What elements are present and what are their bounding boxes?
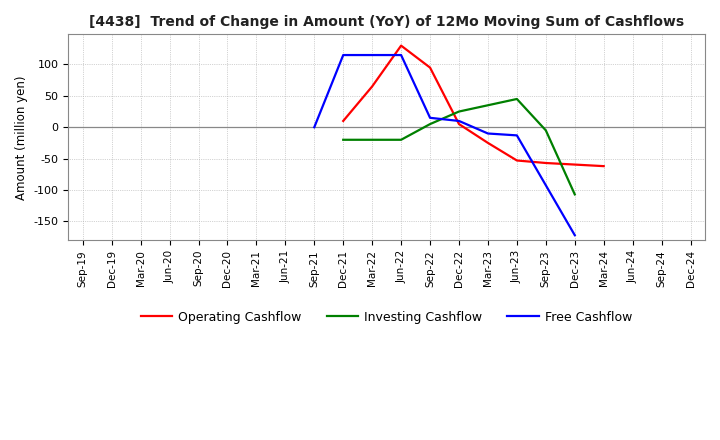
Free Cashflow bbox=[570, 233, 579, 238]
Line: Investing Cashflow: Investing Cashflow bbox=[343, 99, 575, 194]
Operating Cashflow bbox=[368, 84, 377, 89]
Investing Cashflow bbox=[513, 96, 521, 102]
Line: Operating Cashflow: Operating Cashflow bbox=[343, 46, 603, 166]
Free Cashflow bbox=[310, 125, 319, 130]
Line: Free Cashflow: Free Cashflow bbox=[315, 55, 575, 235]
Free Cashflow bbox=[484, 131, 492, 136]
Investing Cashflow bbox=[570, 192, 579, 197]
Operating Cashflow bbox=[541, 160, 550, 165]
Investing Cashflow bbox=[397, 137, 405, 143]
Operating Cashflow bbox=[599, 164, 608, 169]
Operating Cashflow bbox=[339, 118, 348, 124]
Title: [4438]  Trend of Change in Amount (YoY) of 12Mo Moving Sum of Cashflows: [4438] Trend of Change in Amount (YoY) o… bbox=[89, 15, 684, 29]
Y-axis label: Amount (million yen): Amount (million yen) bbox=[15, 75, 28, 199]
Operating Cashflow bbox=[484, 140, 492, 146]
Operating Cashflow bbox=[513, 158, 521, 163]
Operating Cashflow bbox=[454, 121, 463, 127]
Operating Cashflow bbox=[397, 43, 405, 48]
Free Cashflow bbox=[426, 115, 434, 121]
Free Cashflow bbox=[368, 52, 377, 58]
Investing Cashflow bbox=[454, 109, 463, 114]
Legend: Operating Cashflow, Investing Cashflow, Free Cashflow: Operating Cashflow, Investing Cashflow, … bbox=[136, 306, 637, 329]
Free Cashflow bbox=[397, 52, 405, 58]
Investing Cashflow bbox=[426, 121, 434, 127]
Free Cashflow bbox=[513, 133, 521, 138]
Operating Cashflow bbox=[426, 65, 434, 70]
Investing Cashflow bbox=[368, 137, 377, 143]
Investing Cashflow bbox=[541, 128, 550, 133]
Free Cashflow bbox=[339, 52, 348, 58]
Free Cashflow bbox=[454, 118, 463, 124]
Investing Cashflow bbox=[339, 137, 348, 143]
Investing Cashflow bbox=[484, 103, 492, 108]
